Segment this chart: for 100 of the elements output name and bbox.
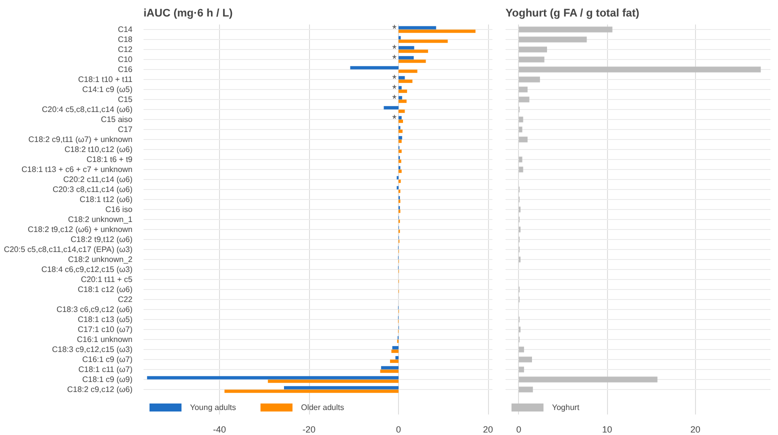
- bar: [398, 96, 402, 100]
- bar: [518, 156, 522, 162]
- bar: [398, 160, 402, 163]
- bar: [398, 110, 405, 113]
- annotation: *: [392, 114, 398, 126]
- y-tick-label: C16:1 unknown: [76, 335, 132, 344]
- bar: [518, 356, 532, 362]
- y-tick-label: C20:5 c5,c8,c11,c14,c17 (EPA) (ω3): [4, 245, 133, 254]
- y-tick-label: C17: [118, 125, 134, 134]
- bar: [398, 76, 405, 80]
- bar: [518, 126, 522, 132]
- y-tick-label: C18:2 t9,c12 (ω6) + unknown: [28, 225, 132, 234]
- y-tick-label: C20:1 t11 + c5: [80, 275, 134, 284]
- bar: [518, 36, 587, 42]
- bar: [350, 66, 399, 70]
- bar: [398, 26, 436, 30]
- y-tick-label: C20:4 c5,c8,c11,c14 (ω6): [42, 105, 133, 114]
- bar: [518, 56, 544, 62]
- y-tick-label: C18:1 t6 + t9: [86, 155, 134, 164]
- annotation: *: [392, 54, 398, 66]
- y-tick-label: C18:2 unknown_1: [68, 215, 134, 224]
- y-tick-label: C18: [118, 35, 134, 44]
- bar: [518, 76, 540, 82]
- y-tick-label: C18:1 t12 (ω6): [80, 195, 133, 204]
- bar: [147, 376, 399, 380]
- y-tick-label: C16:1 c9 (ω7): [82, 355, 133, 364]
- bar: [398, 130, 403, 133]
- x-tick-label: -40: [213, 424, 226, 434]
- y-tick-label: C14:1 c9 (ω5): [82, 85, 133, 94]
- annotation: *: [392, 24, 398, 36]
- y-tick-label: C18:4 c6,c9,c12,c15 (ω3): [41, 265, 133, 274]
- y-tick-label: C14: [118, 25, 134, 34]
- annotation: *: [392, 74, 398, 86]
- bar: [398, 50, 428, 53]
- x-tick-label: -20: [302, 424, 316, 434]
- y-tick-label: C15: [118, 95, 134, 104]
- bar: [224, 390, 399, 393]
- y-tick-label: C18:3 c6,c9,c12 (ω6): [56, 305, 133, 314]
- bar: [391, 350, 399, 353]
- y-tick-label: C16: [118, 65, 134, 74]
- bar: [518, 66, 761, 72]
- annotation: *: [392, 44, 398, 56]
- bar: [398, 150, 402, 153]
- bar: [398, 46, 414, 50]
- y-tick-label: C18:2 t10,c12 (ω6): [64, 145, 133, 154]
- y-tick-label: C20:2 c11,c14 (ω6): [63, 175, 133, 184]
- bar: [518, 376, 658, 382]
- y-tick-label: C18:3 c9,c12,c15 (ω3): [52, 345, 133, 354]
- y-tick-label: C18:1 t10 + t11: [78, 75, 134, 84]
- bar: [518, 346, 524, 352]
- x-tick-label: 0: [516, 424, 522, 434]
- bar: [518, 96, 530, 102]
- bar: [518, 116, 524, 122]
- chart-title: iAUC (mg·6 h / L): [144, 8, 234, 20]
- x-tick-label: 20: [483, 424, 494, 434]
- bar: [518, 86, 528, 92]
- bar: [398, 80, 412, 83]
- bar: [518, 26, 612, 32]
- bar: [518, 166, 524, 172]
- bar: [398, 70, 418, 73]
- annotation: *: [392, 84, 398, 96]
- y-tick-label: C18:2 t9,t12 (ω6): [70, 235, 133, 244]
- y-tick-label: C17:1 c10 (ω7): [78, 325, 133, 334]
- x-tick-label: 20: [690, 424, 700, 434]
- y-tick-label: C18:1 t13 + c6 + c7 + unknown: [22, 165, 133, 174]
- y-tick-label: C20:3 c8,c11,c14 (ω6): [52, 185, 133, 194]
- bar: [398, 170, 402, 173]
- bar: [398, 30, 476, 33]
- bar: [381, 366, 399, 370]
- bar: [268, 380, 399, 383]
- bar: [398, 60, 426, 63]
- bar: [518, 46, 548, 52]
- bar: [398, 100, 407, 103]
- y-tick-label: C18:1 c11 (ω7): [78, 365, 133, 374]
- bar: [390, 360, 399, 363]
- bar: [398, 40, 448, 43]
- y-tick-label: C15 aiso: [100, 115, 134, 124]
- bar: [398, 136, 402, 140]
- y-tick-label: C18:2 c9,t11 (ω7) + unknown: [28, 135, 132, 144]
- bar: [518, 366, 524, 372]
- y-tick-label: C18:1 c12 (ω6): [78, 285, 133, 294]
- legend-label: Older adults: [300, 402, 344, 412]
- legend-label: Yoghurt: [552, 402, 580, 412]
- bar: [384, 106, 399, 110]
- x-tick-label: 0: [396, 424, 402, 434]
- bar: [398, 86, 402, 90]
- bar: [395, 356, 399, 360]
- y-tick-label: C18:1 c9 (ω9): [82, 375, 133, 384]
- bar: [284, 386, 399, 390]
- y-tick-label: C16 iso: [105, 205, 134, 214]
- chart-title: Yoghurt (g FA / g total fat): [506, 8, 640, 20]
- bar: [398, 120, 404, 123]
- bar: [398, 56, 414, 60]
- bar: [392, 346, 399, 350]
- y-tick-label: C10: [118, 55, 134, 64]
- y-tick-label: C12: [118, 45, 134, 54]
- y-tick-label: C18:1 c13 (ω5): [78, 315, 133, 324]
- y-tick-label: C18:2 unknown_2: [68, 255, 134, 264]
- x-tick-label: 10: [602, 424, 612, 434]
- bar: [398, 90, 408, 93]
